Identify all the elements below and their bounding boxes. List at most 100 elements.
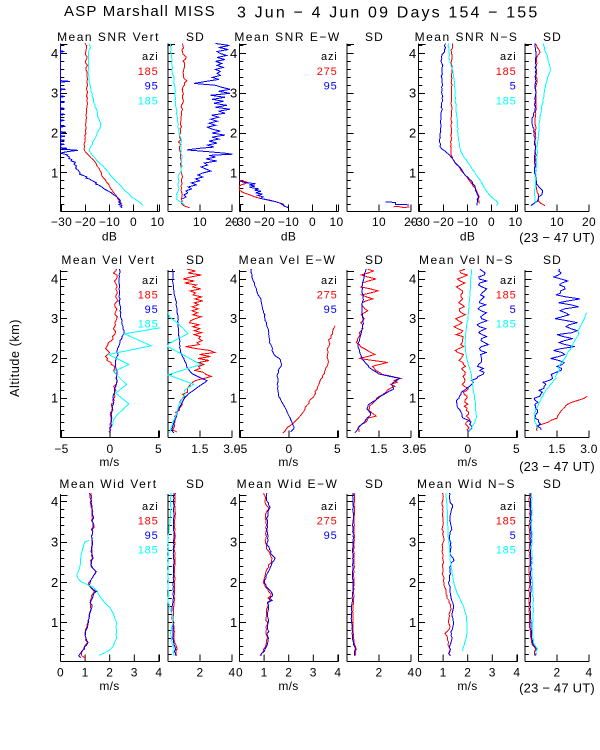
svg-text:185: 185 xyxy=(138,319,159,331)
svg-text:Mean Vel E−W: Mean Vel E−W xyxy=(239,253,337,267)
svg-text:0: 0 xyxy=(236,665,243,679)
svg-text:−10: −10 xyxy=(99,215,120,229)
svg-text:2: 2 xyxy=(409,575,417,590)
svg-text:3: 3 xyxy=(409,535,417,550)
svg-text:10: 10 xyxy=(330,215,344,229)
svg-text:−30: −30 xyxy=(51,215,72,229)
svg-text:185: 185 xyxy=(138,545,159,557)
svg-text:275: 275 xyxy=(317,516,338,528)
svg-text:4: 4 xyxy=(334,665,341,679)
svg-text:SD: SD xyxy=(186,477,205,491)
svg-text:−20: −20 xyxy=(75,215,96,229)
svg-text:185: 185 xyxy=(496,319,517,331)
svg-text:0: 0 xyxy=(107,442,114,456)
svg-text:0: 0 xyxy=(415,665,422,679)
svg-text:5: 5 xyxy=(510,304,517,316)
svg-text:5: 5 xyxy=(155,442,162,456)
svg-text:185: 185 xyxy=(496,95,517,107)
svg-text:1: 1 xyxy=(409,391,417,406)
svg-text:4: 4 xyxy=(230,46,238,61)
svg-text:2: 2 xyxy=(106,665,113,679)
svg-text:4: 4 xyxy=(51,46,59,61)
svg-text:95: 95 xyxy=(145,81,159,93)
svg-text:dB: dB xyxy=(460,230,475,244)
svg-text:(23 − 47 UT): (23 − 47 UT) xyxy=(519,681,595,696)
svg-text:azi: azi xyxy=(321,51,337,63)
svg-text:1: 1 xyxy=(230,391,238,406)
svg-text:95: 95 xyxy=(324,304,338,316)
svg-text:azi: azi xyxy=(142,51,158,63)
svg-text:10: 10 xyxy=(550,215,564,229)
svg-text:SD: SD xyxy=(186,30,205,44)
svg-text:SD: SD xyxy=(186,253,205,267)
svg-text:1: 1 xyxy=(51,165,59,180)
svg-text:2: 2 xyxy=(285,665,292,679)
svg-text:185: 185 xyxy=(138,66,159,78)
svg-text:azi: azi xyxy=(500,275,516,287)
svg-text:dB: dB xyxy=(102,230,117,244)
svg-text:2: 2 xyxy=(197,665,204,679)
svg-text:0: 0 xyxy=(130,215,137,229)
svg-text:2: 2 xyxy=(51,126,59,141)
svg-text:−10: −10 xyxy=(278,215,299,229)
svg-text:185: 185 xyxy=(138,516,159,528)
svg-text:2: 2 xyxy=(230,351,238,366)
svg-text:2: 2 xyxy=(409,351,417,366)
svg-text:1: 1 xyxy=(230,165,238,180)
svg-text:0: 0 xyxy=(309,215,316,229)
svg-text:Altitude (km): Altitude (km) xyxy=(8,319,22,397)
svg-text:2: 2 xyxy=(409,126,417,141)
svg-text:2: 2 xyxy=(554,665,561,679)
svg-text:m/s: m/s xyxy=(457,679,477,693)
svg-text:(23 − 47 UT): (23 − 47 UT) xyxy=(519,459,595,474)
svg-text:1.5: 1.5 xyxy=(370,442,388,456)
svg-text:3: 3 xyxy=(489,665,496,679)
svg-text:2: 2 xyxy=(376,665,383,679)
svg-text:3: 3 xyxy=(230,535,238,550)
svg-text:1: 1 xyxy=(230,615,238,630)
svg-text:Mean Wid E−W: Mean Wid E−W xyxy=(237,477,339,491)
svg-text:4: 4 xyxy=(229,665,236,679)
svg-text:5: 5 xyxy=(510,81,517,93)
svg-text:Mean SNR N−S: Mean SNR N−S xyxy=(415,30,519,44)
svg-text:1.5: 1.5 xyxy=(191,442,209,456)
svg-text:dB: dB xyxy=(281,230,296,244)
svg-text:1: 1 xyxy=(440,665,447,679)
svg-text:10: 10 xyxy=(509,215,523,229)
svg-text:10: 10 xyxy=(372,215,386,229)
svg-text:2: 2 xyxy=(230,126,238,141)
svg-text:1.5: 1.5 xyxy=(548,442,566,456)
svg-text:3: 3 xyxy=(310,665,317,679)
svg-text:2: 2 xyxy=(464,665,471,679)
svg-text:4: 4 xyxy=(513,665,520,679)
svg-text:185: 185 xyxy=(138,95,159,107)
svg-text:4: 4 xyxy=(409,494,417,509)
svg-text:5: 5 xyxy=(334,442,341,456)
svg-text:0: 0 xyxy=(465,442,472,456)
svg-text:Mean Vel N−S: Mean Vel N−S xyxy=(419,253,514,267)
svg-text:azi: azi xyxy=(321,275,337,287)
svg-text:1: 1 xyxy=(409,165,417,180)
svg-text:185: 185 xyxy=(496,545,517,557)
svg-text:3 Jun − 4 Jun 09 Days 154 − 1: 3 Jun − 4 Jun 09 Days 154 − 155 xyxy=(237,5,539,22)
svg-text:azi: azi xyxy=(142,275,158,287)
svg-text:azi: azi xyxy=(321,501,337,513)
svg-text:Mean Wid N−S: Mean Wid N−S xyxy=(417,477,516,491)
svg-text:20: 20 xyxy=(404,215,418,229)
svg-text:3: 3 xyxy=(230,86,238,101)
svg-text:20: 20 xyxy=(582,215,596,229)
svg-text:3.0: 3.0 xyxy=(223,442,241,456)
svg-text:SD: SD xyxy=(543,253,562,267)
svg-text:4: 4 xyxy=(586,665,593,679)
svg-text:5: 5 xyxy=(513,442,520,456)
svg-text:4: 4 xyxy=(155,665,162,679)
svg-text:SD: SD xyxy=(365,253,384,267)
svg-text:275: 275 xyxy=(317,290,338,302)
svg-text:0: 0 xyxy=(488,215,495,229)
svg-text:Mean SNR E−W: Mean SNR E−W xyxy=(234,30,340,44)
svg-text:1: 1 xyxy=(82,665,89,679)
svg-text:1: 1 xyxy=(261,665,268,679)
svg-text:−20: −20 xyxy=(254,215,275,229)
svg-text:95: 95 xyxy=(324,81,338,93)
svg-text:185: 185 xyxy=(496,290,517,302)
